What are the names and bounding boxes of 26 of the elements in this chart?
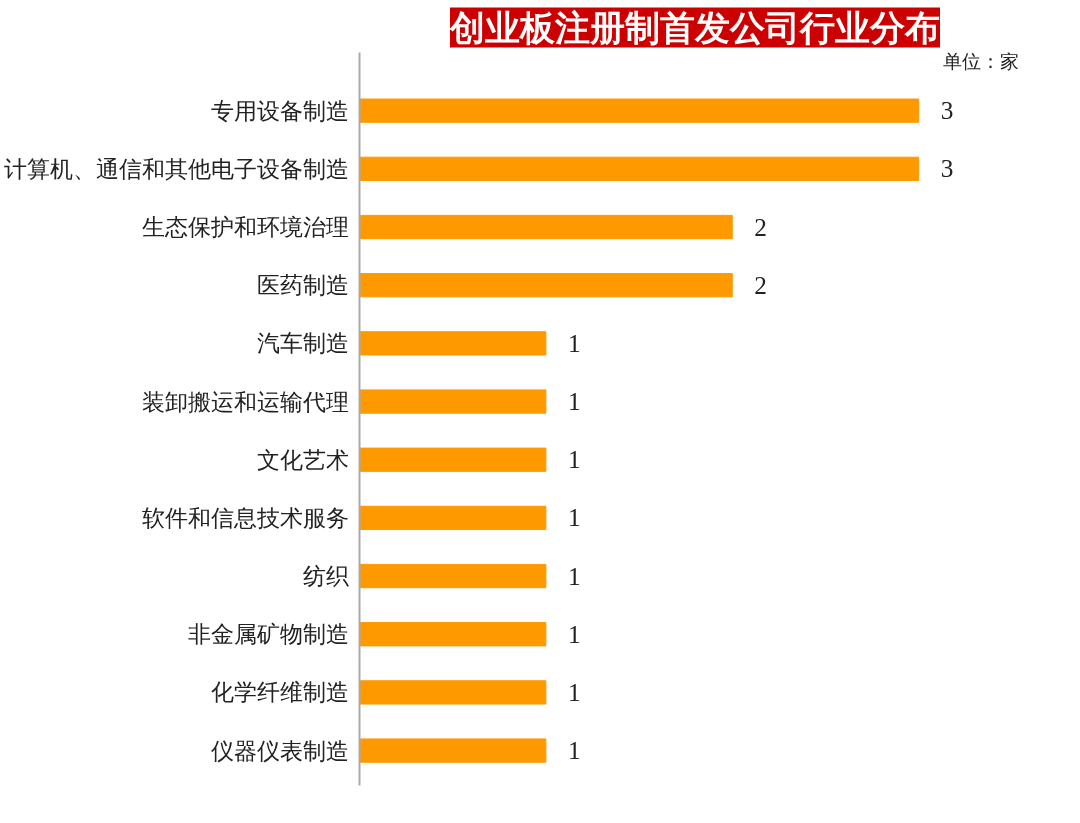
data-label: 2 [754,212,767,241]
y-tick-label: 生态保护和环境治理 [141,214,349,241]
data-label: 1 [567,445,581,474]
y-tick-label: 软件和信息技术服务 [141,504,349,531]
data-label: 1 [567,736,581,765]
data-label: 1 [567,561,581,590]
y-tick-label: 纺织 [302,563,349,590]
y-tick-label: 仪器仪表制造 [210,737,349,764]
y-tick-label: 医药制造 [256,272,349,299]
data-label: 1 [567,619,581,648]
chart-title: 创业板注册制首发公司行业分布 [449,7,940,48]
data-label: 3 [940,96,954,125]
data-label: 1 [567,677,581,706]
y-tick-label: 专用设备制造 [210,97,349,124]
text: 单位：家 [943,50,1020,72]
y-tick-label: 化学纤维制造 [210,679,349,706]
data-label: 2 [754,270,767,299]
data-label: 1 [567,328,581,357]
y-tick-label: 文化艺术 [256,446,349,473]
y-tick-label: 装卸搬运和运输代理 [141,388,349,415]
data-label: 1 [567,387,581,416]
y-tick-label: 计算机、通信和其他电子设备制造 [3,155,349,182]
data-label: 1 [567,503,581,532]
data-label: 3 [940,154,954,183]
y-tick-label: 汽车制造 [256,330,349,357]
y-tick-label: 非金属矿物制造 [187,621,349,648]
